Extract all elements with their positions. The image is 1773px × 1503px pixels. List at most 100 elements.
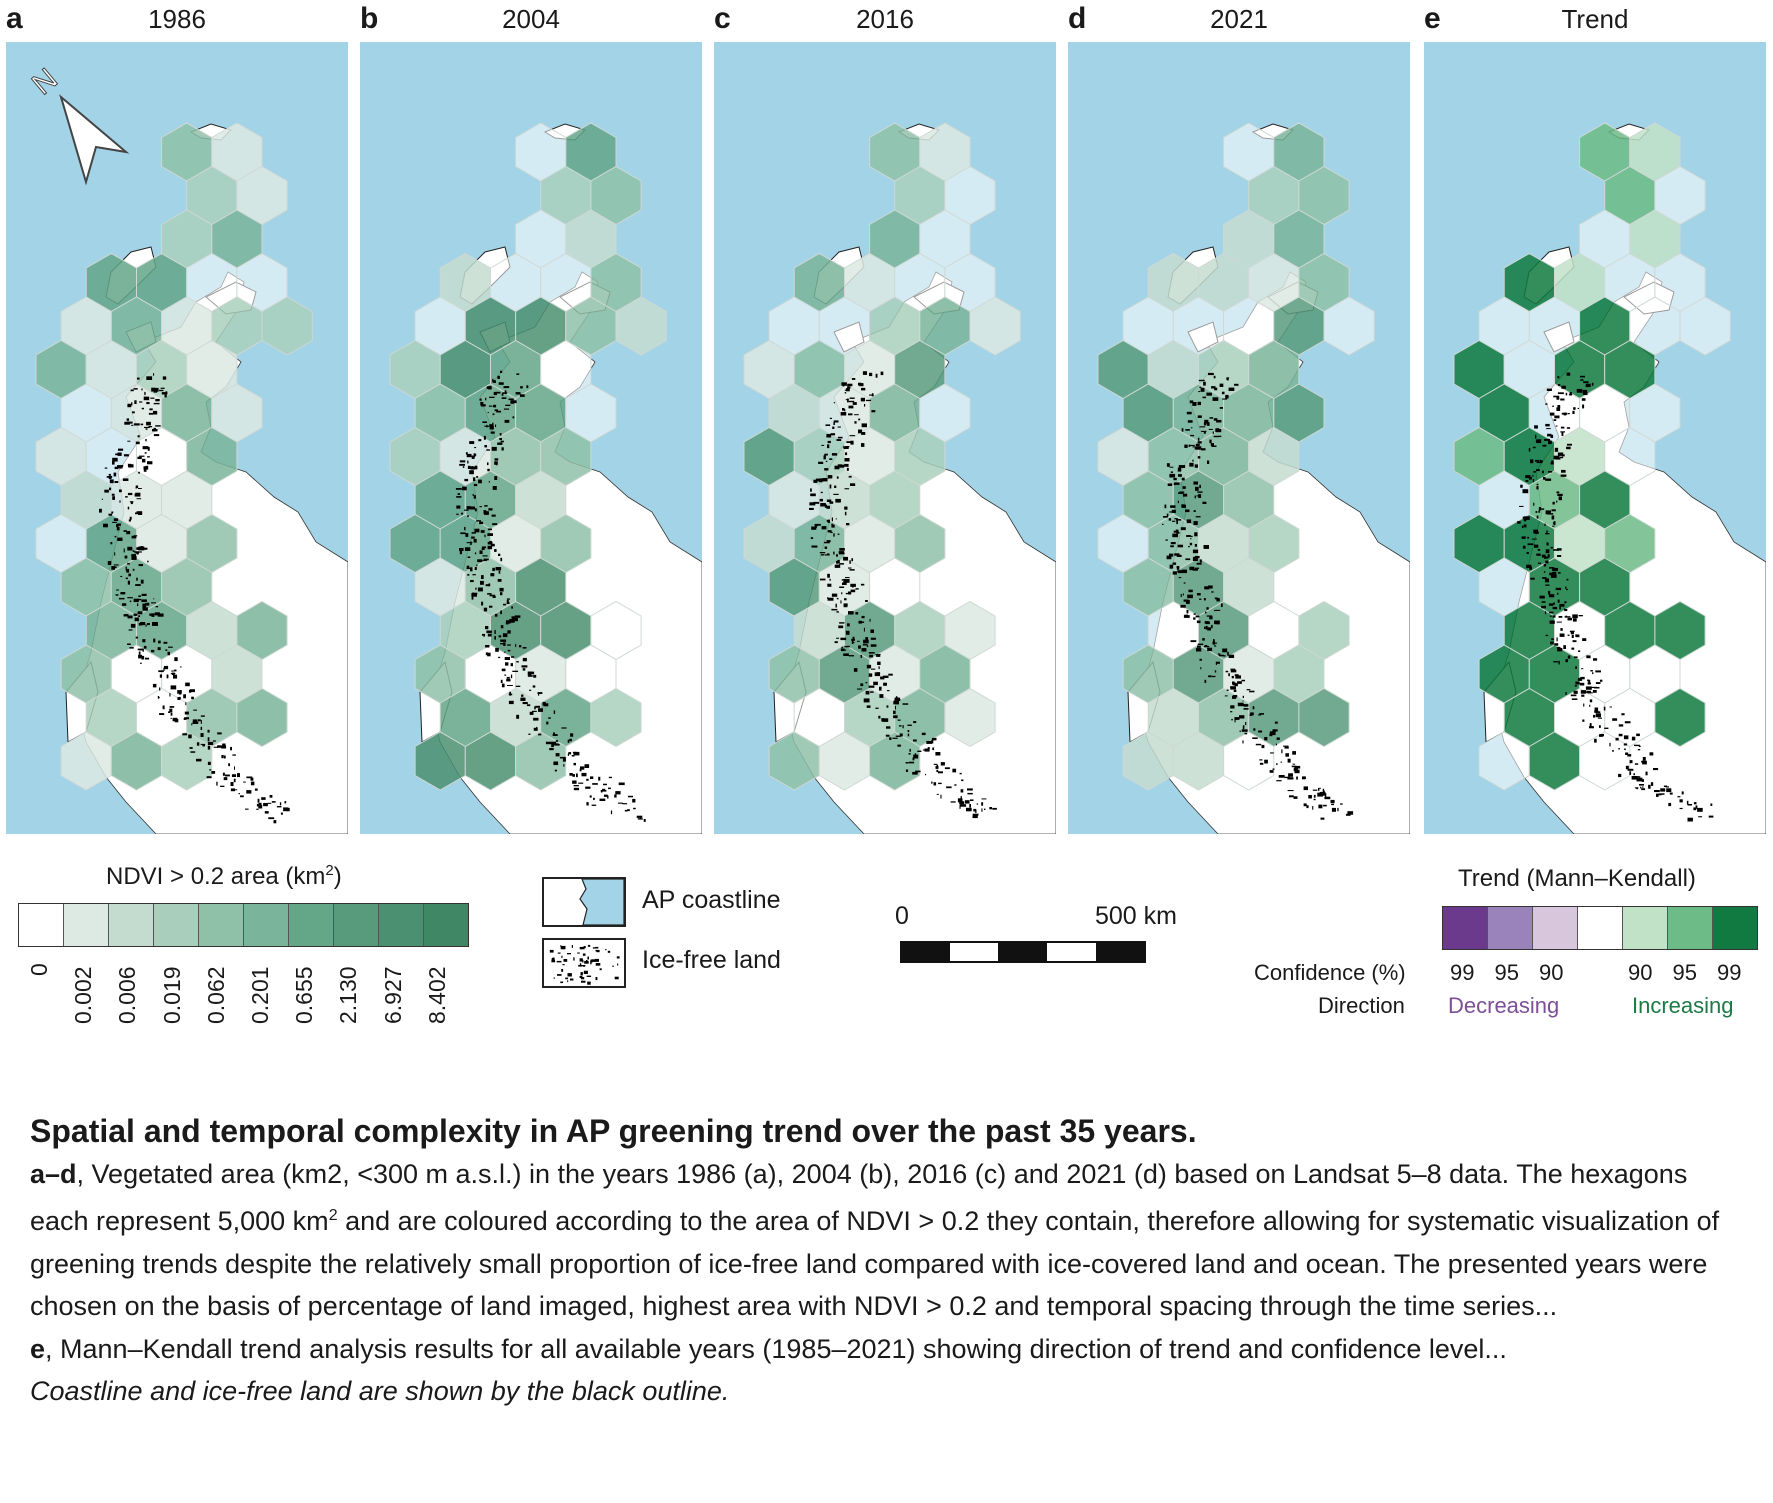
ice-free-speck: [119, 500, 121, 503]
map-panel-d: [1068, 42, 1410, 834]
ice-free-speck: [847, 623, 850, 627]
ice-free-speck: [492, 523, 498, 526]
ice-free-speck: [1214, 597, 1218, 600]
ice-free-speck: [138, 651, 141, 655]
ice-free-speck: [825, 505, 827, 508]
ice-free-speck: [537, 692, 543, 694]
ice-free-speck: [476, 476, 479, 478]
ice-free-speck: [1296, 776, 1298, 780]
ice-free-speck: [1183, 599, 1189, 602]
ice-free-speck: [1561, 469, 1566, 473]
icefree-speck: [583, 946, 586, 949]
ice-free-speck: [551, 741, 557, 745]
ice-free-speck: [992, 807, 997, 810]
ice-free-speck: [506, 602, 510, 604]
ice-free-speck: [475, 453, 477, 456]
ice-free-speck: [474, 447, 477, 449]
caption-paragraph-a-d: a–d, Vegetated area (km2, <300 m a.s.l.)…: [30, 1153, 1740, 1328]
ice-free-speck: [478, 479, 482, 484]
ice-free-speck: [1211, 591, 1214, 593]
ice-free-speck: [548, 717, 551, 719]
ice-free-speck: [834, 641, 838, 644]
ice-free-speck: [487, 545, 493, 550]
ice-free-speck: [136, 577, 138, 581]
ice-free-speck: [1177, 570, 1183, 574]
ice-free-speck: [1591, 686, 1597, 688]
ice-free-speck: [1668, 802, 1672, 807]
ice-free-speck: [503, 408, 510, 410]
ice-free-speck: [931, 781, 933, 784]
ice-free-speck: [1636, 777, 1643, 782]
ice-free-speck: [504, 419, 510, 423]
ice-free-speck: [1540, 460, 1543, 463]
ice-free-speck: [1659, 793, 1665, 795]
ice-free-speck: [462, 486, 467, 491]
icefree-speck: [551, 958, 555, 962]
ice-free-speck: [163, 641, 168, 644]
ice-free-speck: [111, 566, 115, 570]
ice-free-speck: [1545, 403, 1548, 405]
ice-free-speck: [1287, 777, 1294, 780]
ice-free-speck: [1176, 554, 1182, 557]
ice-free-speck: [1216, 419, 1222, 423]
ice-free-speck: [865, 637, 869, 641]
ice-free-speck: [501, 683, 505, 688]
ice-free-speck: [848, 567, 852, 569]
ice-free-speck: [137, 598, 142, 601]
ice-free-speck: [287, 807, 290, 812]
ice-free-speck: [1215, 428, 1219, 431]
ice-free-speck: [569, 773, 573, 776]
ice-free-speck: [1192, 446, 1197, 448]
ice-free-speck: [899, 733, 903, 737]
ice-free-speck: [1557, 376, 1560, 379]
ice-free-speck: [567, 739, 570, 743]
ice-free-speck: [1589, 723, 1592, 727]
ice-free-speck: [145, 428, 148, 430]
ice-free-speck: [1578, 615, 1583, 617]
ice-free-speck: [839, 586, 845, 588]
ice-free-speck: [1196, 562, 1202, 565]
ice-free-speck: [514, 617, 518, 622]
ice-free-speck: [837, 533, 840, 535]
ice-free-speck: [819, 552, 826, 554]
ice-free-speck: [159, 687, 161, 691]
icefree-speck: [582, 959, 584, 963]
ice-free-speck: [111, 511, 113, 514]
ice-free-speck: [542, 701, 546, 706]
ice-free-speck: [1520, 484, 1523, 488]
ice-free-speck: [146, 402, 150, 405]
ice-free-speck: [1570, 630, 1574, 635]
ice-free-speck: [831, 523, 834, 525]
ice-free-speck: [849, 569, 855, 571]
ice-free-speck: [1698, 816, 1703, 818]
ice-free-speck: [200, 733, 204, 737]
ice-free-speck: [127, 615, 133, 619]
ice-free-speck: [826, 505, 830, 509]
ice-free-speck: [1552, 571, 1557, 576]
ice-free-speck: [516, 661, 519, 663]
ice-free-speck: [183, 694, 186, 699]
icefree-speck: [604, 949, 607, 951]
ice-free-speck: [1523, 518, 1527, 521]
ice-free-speck: [495, 391, 501, 394]
ice-free-speck: [185, 702, 187, 706]
ice-free-speck: [589, 795, 592, 798]
ice-free-speck: [464, 526, 466, 531]
ice-free-speck: [152, 622, 158, 626]
ice-free-speck: [178, 696, 181, 700]
ice-free-speck: [142, 649, 144, 652]
ice-free-speck: [473, 483, 478, 487]
ice-free-speck: [482, 633, 486, 636]
ndvi-swatch: [64, 904, 109, 946]
ice-free-speck: [131, 402, 133, 406]
ice-free-speck: [1656, 793, 1662, 796]
ice-free-speck: [1169, 466, 1174, 468]
ice-free-speck: [128, 573, 131, 577]
ice-free-speck: [122, 603, 127, 606]
ndvi-legend-title-sup: 2: [325, 862, 334, 879]
ice-free-speck: [117, 465, 123, 469]
ice-free-speck: [835, 564, 840, 567]
ice-free-speck: [509, 691, 511, 696]
ice-free-speck: [157, 647, 161, 651]
ice-free-speck: [152, 683, 157, 688]
